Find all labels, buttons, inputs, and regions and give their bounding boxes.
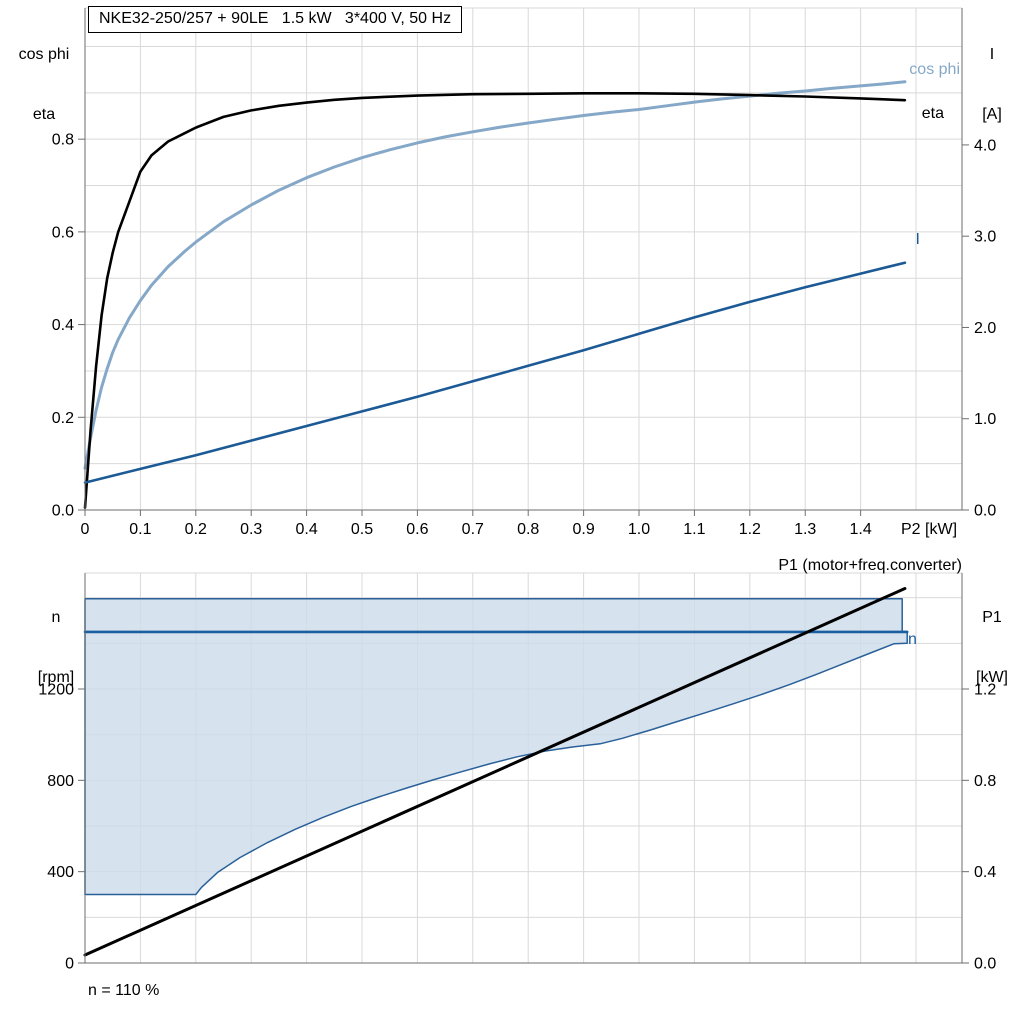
axis-header-current: I	[989, 46, 995, 63]
bottom-right-axis-header: P1 [kW]	[964, 568, 1020, 728]
y-left-tick-label: 0.8	[52, 132, 74, 149]
current-curve	[83, 261, 907, 484]
axis-header-speed: n	[51, 609, 61, 626]
axis-header-current-unit: [A]	[982, 106, 1002, 123]
y-right-tick-label: 3.0	[974, 229, 996, 246]
x-tick-label: 0	[81, 521, 90, 538]
x-tick-label: 0.5	[351, 521, 373, 538]
y-right-tick-label: 0.0	[974, 503, 996, 520]
x-tick-label: 0.2	[185, 521, 207, 538]
eta-curve	[83, 92, 907, 509]
x-tick-label: 1.4	[849, 521, 871, 538]
x-tick-label: 1.0	[628, 521, 650, 538]
x-tick-label: 1.3	[794, 521, 816, 538]
y-left-tick-label: 0	[65, 956, 74, 973]
speed-duty-region	[84, 598, 908, 896]
axis-header-cos-phi: cos phi	[18, 46, 70, 63]
x-tick-label: 0.9	[572, 521, 594, 538]
y-right-tick-label: 0.0	[974, 956, 996, 973]
y-right-tick-label: 4.0	[974, 137, 996, 154]
y-left-tick-label: 0.6	[52, 224, 74, 241]
y-right-tick-label: 0.8	[974, 773, 996, 790]
x-tick-label: 0.6	[406, 521, 428, 538]
top-right-axis-header: I [A]	[966, 5, 1018, 165]
x-tick-label: 0.4	[295, 521, 317, 538]
x-tick-label: 1.1	[683, 521, 705, 538]
cos-phi-curve-label: cos phi	[909, 61, 960, 78]
speed-line-label: n	[908, 631, 917, 648]
p1-line-label: P1 (motor+freq.converter)	[778, 557, 962, 574]
x-tick-label: 0.8	[517, 521, 539, 538]
x-axis-unit-label: P2 [kW]	[901, 521, 958, 538]
x-tick-label: 0.3	[240, 521, 262, 538]
y-right-tick-label: 2.0	[974, 320, 996, 337]
speed-percent-footnote: n = 110 %	[88, 982, 160, 999]
y-left-tick-label: 1200	[38, 681, 74, 698]
current-curve-label: I	[915, 231, 920, 248]
speed-power-chart: 0 400 800 1200 0.0 0.4 0.8 1.2	[38, 572, 996, 973]
y-left-tick-label: 0.0	[52, 503, 74, 520]
x-tick-label: 0.1	[129, 521, 151, 538]
efficiency-current-chart: 0.0 0.2 0.4 0.6 0.8 0.0 1.0 2.0 3.0 4.0 0 0.1 0.2 0.3…	[52, 7, 996, 538]
axis-header-p1: P1	[982, 609, 1002, 626]
y-left-tick-label: 800	[47, 773, 74, 790]
y-right-tick-label: 1.2	[974, 681, 996, 698]
axis-header-eta: eta	[32, 106, 56, 123]
axis-header-speed-unit: [rpm]	[37, 669, 75, 686]
p1-line	[83, 587, 907, 957]
axis-header-p1-unit: [kW]	[976, 669, 1008, 686]
x-tick-label: 1.2	[739, 521, 761, 538]
eta-curve-label: eta	[921, 105, 944, 122]
top-left-axis-header: cos phi eta	[6, 5, 82, 165]
bottom-left-axis-header: n [rpm]	[24, 568, 88, 728]
y-left-tick-label: 400	[47, 864, 74, 881]
y-left-tick-label: 0.4	[52, 317, 74, 334]
y-left-tick-label: 0.2	[52, 410, 74, 427]
x-tick-label: 0.7	[462, 521, 484, 538]
chart-title: NKE32-250/257 + 90LE 1.5 kW 3*400 V, 50 …	[88, 6, 463, 33]
y-right-tick-label: 1.0	[974, 411, 996, 428]
y-right-tick-label: 0.4	[974, 864, 996, 881]
cos-phi-curve	[83, 80, 907, 470]
